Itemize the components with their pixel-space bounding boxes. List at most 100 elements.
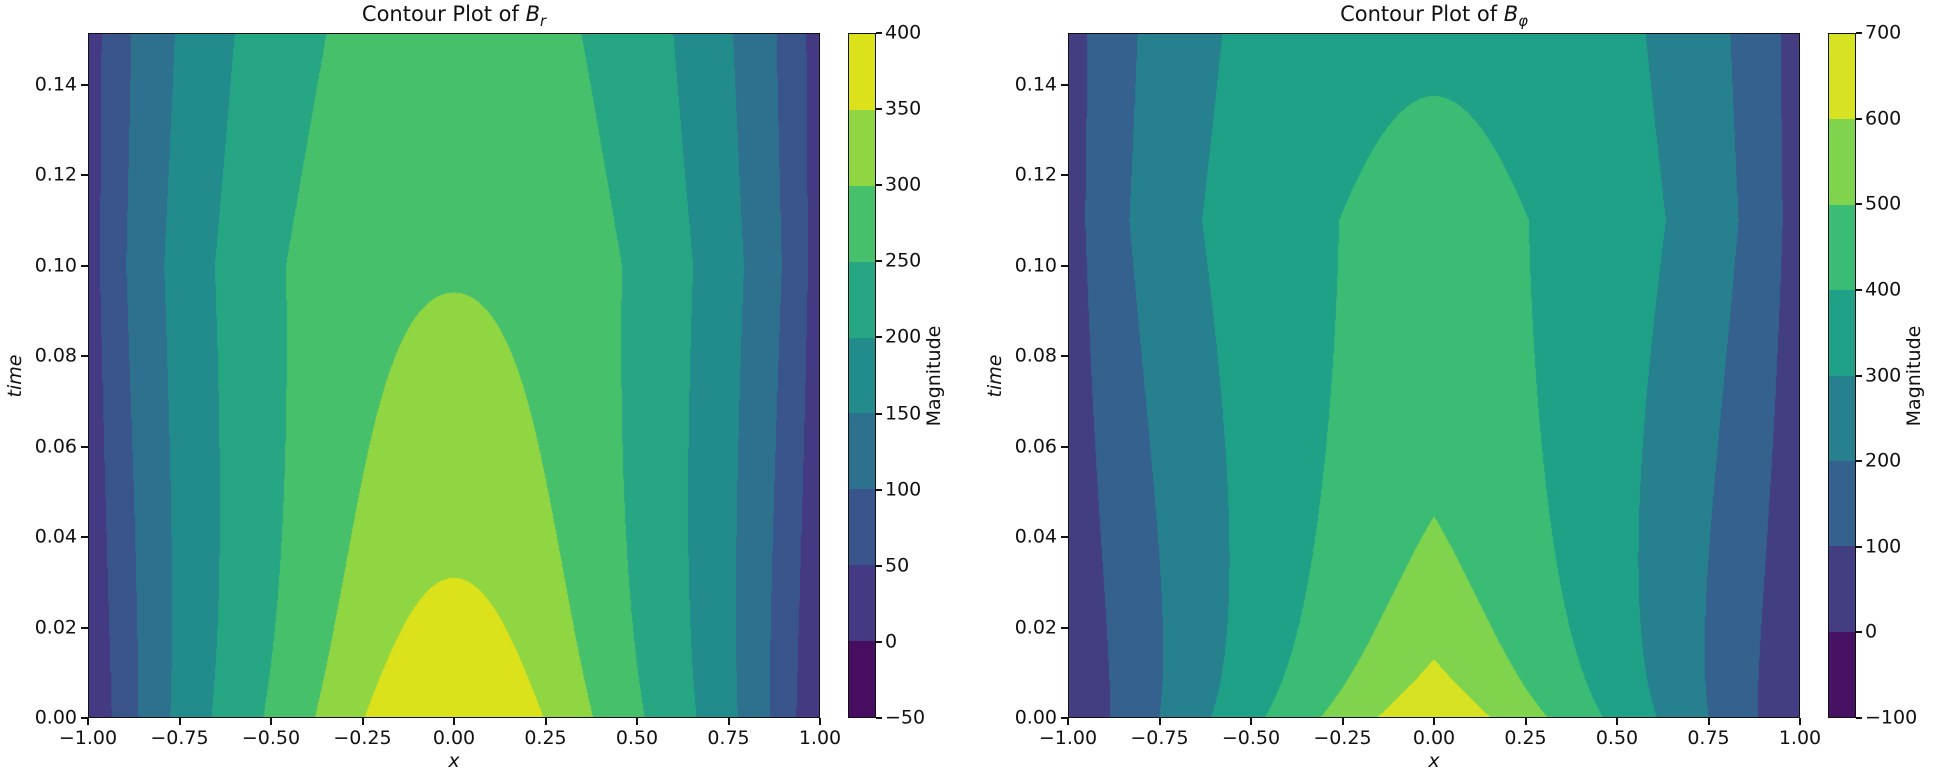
colorbar-band: [849, 337, 875, 414]
colorbar-tick-mark: [876, 640, 882, 643]
x-tick-label: 1.00: [1778, 727, 1822, 749]
colorbar-tick-label: 400: [885, 21, 922, 44]
x-tick-label: 0.75: [707, 727, 750, 749]
x-tick-mark: [1707, 718, 1710, 725]
contour-plot-bphi: [1068, 33, 1800, 718]
x-tick-mark: [636, 718, 638, 725]
title-text: Contour Plot of: [1340, 2, 1504, 26]
colorbar-tick-mark: [876, 260, 882, 263]
colorbar-band: [849, 489, 875, 566]
x-tick-label: −0.25: [333, 727, 392, 749]
colorbar-bphi: [1828, 33, 1856, 718]
y-tick-label: 0.04: [34, 525, 77, 548]
y-tick-mark: [81, 626, 88, 629]
x-tick-label: 0.00: [432, 727, 476, 749]
y-tick-mark: [81, 264, 88, 267]
colorbar-tick-label: 150: [885, 402, 922, 425]
x-tick-mark: [178, 718, 181, 725]
x-tick-mark: [1341, 718, 1344, 725]
title-subscript: r: [540, 13, 547, 31]
y-tick-label: 0.14: [1014, 73, 1057, 96]
colorbar-tick-mark: [876, 108, 882, 111]
x-tick-mark: [1067, 718, 1069, 725]
colorbar-band: [849, 641, 875, 718]
colorbar-tick-mark: [876, 184, 882, 187]
colorbar-band: [849, 413, 875, 490]
x-axis-label: x: [1428, 750, 1440, 772]
x-tick-label: −0.50: [241, 727, 301, 749]
colorbar-tick-mark: [1856, 117, 1862, 120]
x-tick-mark: [1799, 718, 1801, 725]
colorbar-tick-label: −50: [885, 706, 926, 729]
colorbar-label: Magnitude: [1903, 325, 1925, 426]
y-tick-label: 0.02: [1014, 616, 1057, 638]
colorbar-tick-mark: [876, 32, 882, 34]
x-axis-label: x: [448, 750, 460, 772]
x-tick-mark: [270, 718, 272, 725]
x-tick-label: −0.50: [1221, 727, 1281, 749]
colorbar-band: [1829, 546, 1855, 632]
x-tick-label: −1.00: [58, 727, 118, 749]
colorbar-tick-label: 350: [885, 97, 922, 120]
y-tick-label: 0.00: [34, 706, 77, 729]
x-tick-mark: [544, 718, 547, 725]
x-tick-label: 0.75: [1687, 727, 1730, 749]
colorbar-band: [849, 185, 875, 262]
colorbar-tick-mark: [1856, 288, 1862, 291]
colorbar-br: [848, 33, 876, 718]
colorbar-band: [1829, 631, 1855, 717]
x-tick-label: 0.25: [524, 727, 567, 749]
x-tick-mark: [1433, 718, 1435, 725]
y-tick-mark: [1061, 174, 1068, 177]
colorbar-band: [1829, 460, 1855, 547]
y-tick-mark: [1061, 536, 1068, 539]
colorbar-tick-mark: [1856, 460, 1862, 463]
panel-title-bphi: Contour Plot of Bφ: [1068, 2, 1800, 30]
colorbar-band: [849, 34, 875, 110]
colorbar-tick-label: 600: [1865, 107, 1902, 130]
colorbar-tick-mark: [1856, 545, 1862, 548]
panel-title-br: Contour Plot of Br: [88, 2, 820, 30]
y-tick-mark: [81, 174, 88, 177]
colorbar-tick-label: 100: [885, 478, 922, 501]
title-symbol: B: [525, 2, 541, 26]
colorbar-band: [849, 109, 875, 186]
colorbar-tick-mark: [876, 336, 882, 339]
colorbar-tick-label: −100: [1865, 706, 1918, 729]
colorbar-tick-label: 700: [1865, 21, 1902, 44]
y-tick-mark: [81, 536, 88, 539]
y-tick-label: 0.04: [1014, 525, 1057, 548]
colorbar-tick-mark: [876, 412, 882, 415]
x-tick-label: 0.25: [1504, 727, 1547, 749]
x-tick-mark: [1158, 718, 1161, 725]
x-tick-label: 0.50: [615, 727, 659, 749]
x-tick-label: −0.75: [150, 727, 209, 749]
colorbar-tick-label: 300: [1865, 364, 1902, 386]
y-tick-mark: [1061, 83, 1068, 86]
y-tick-label: 0.06: [34, 435, 77, 458]
y-tick-label: 0.12: [34, 163, 77, 186]
colorbar-band: [849, 261, 875, 338]
y-tick-mark: [81, 355, 88, 358]
colorbar-tick-mark: [876, 717, 882, 719]
colorbar-tick-label: 0: [885, 630, 898, 653]
colorbar-tick-label: 300: [885, 173, 922, 196]
colorbar-tick-mark: [1856, 374, 1862, 377]
colorbar-tick-label: 400: [1865, 278, 1902, 301]
colorbar-tick-label: 250: [885, 249, 922, 272]
x-tick-mark: [361, 718, 364, 725]
colorbar-band: [1829, 204, 1855, 291]
y-tick-label: 0.10: [1014, 254, 1057, 277]
colorbar-tick-label: 0: [1865, 620, 1878, 643]
colorbar-band: [1829, 34, 1855, 120]
y-tick-mark: [1061, 264, 1068, 267]
colorbar-band: [1829, 290, 1855, 376]
y-tick-mark: [1061, 445, 1068, 448]
title-symbol: B: [1503, 2, 1519, 26]
colorbar-tick-mark: [1856, 631, 1862, 634]
colorbar-tick-mark: [876, 564, 882, 567]
y-tick-label: 0.14: [34, 73, 77, 96]
x-tick-mark: [1250, 718, 1252, 725]
contour-plot-br: [88, 33, 820, 718]
